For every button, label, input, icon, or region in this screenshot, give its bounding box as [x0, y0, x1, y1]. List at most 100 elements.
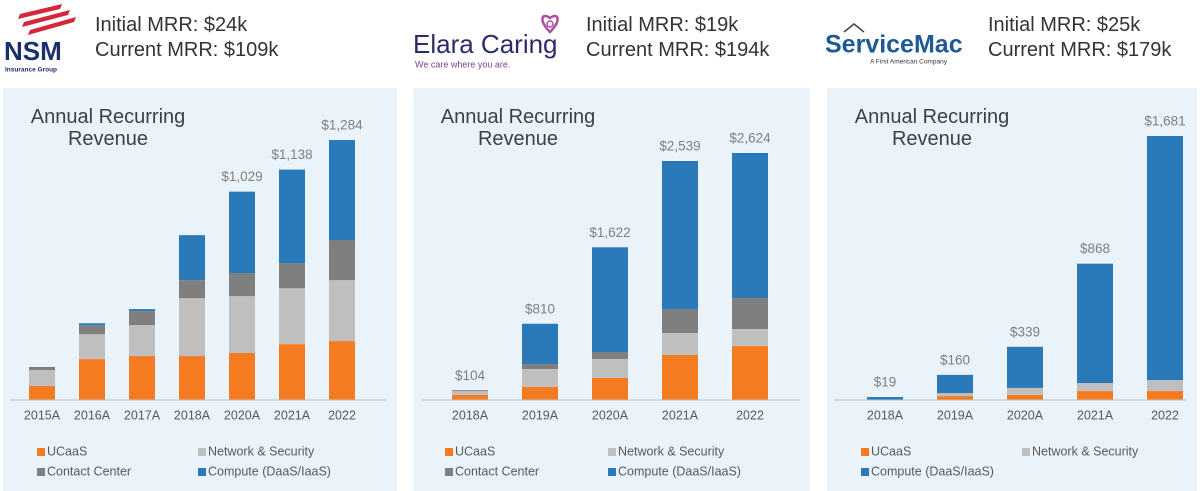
bar-segment	[279, 344, 305, 400]
bar-segment	[732, 153, 768, 299]
bar-segment	[179, 280, 205, 299]
current-mrr: Current MRR: $194k	[586, 39, 770, 61]
chart-panel: 2018A $104 2019A $810 2020A $1,622 2021A $2,539…	[413, 88, 810, 491]
mrr-text: Initial MRR: $19k Current MRR: $194k	[586, 13, 769, 63]
x-tick-label: 2018A	[867, 408, 904, 422]
legend-label: UCaaS	[455, 444, 495, 458]
bar-segment	[29, 366, 55, 371]
chart-title: Annual Recurring Revenue	[30, 106, 186, 150]
logo-tagline: Insurance Group	[5, 67, 57, 74]
bar-segment	[1147, 391, 1183, 400]
elara-logo: Elara Caring We care where you are.	[413, 14, 559, 69]
logo-tagline: A First American Company	[870, 59, 948, 66]
chart-panel: 2018A $19 2019A $160 2020A $339 2021A $868 2022 $…	[827, 88, 1197, 491]
bar-segment	[937, 393, 973, 397]
bar-segment	[1007, 387, 1043, 395]
bar-segment	[1077, 391, 1113, 400]
legend-label: Contact Center	[455, 464, 539, 478]
legend-swatch	[861, 468, 869, 476]
bar-segment	[452, 390, 488, 392]
total-label: $868	[1080, 241, 1110, 256]
x-tick-label: 2016A	[74, 408, 111, 422]
bar-segment	[29, 386, 55, 400]
x-tick-label: 2019A	[522, 408, 559, 422]
legend-swatch	[198, 468, 206, 476]
bar-segment	[129, 356, 155, 400]
total-label: $339	[1010, 324, 1040, 339]
bar-segment	[79, 334, 105, 360]
bar-segment	[1007, 346, 1043, 388]
bar-segment	[129, 311, 155, 326]
legend-swatch	[861, 448, 869, 456]
legend-label: Contact Center	[47, 464, 131, 478]
bar-segment	[1147, 136, 1183, 381]
bar-segment	[662, 161, 698, 309]
legend-label: Compute (DaaS/IaaS)	[618, 464, 741, 478]
x-tick-label: 2022	[1151, 408, 1179, 422]
bar-segment	[662, 332, 698, 356]
legend-label: UCaaS	[47, 444, 87, 458]
bar-segment	[279, 169, 305, 264]
bar-segment	[662, 308, 698, 333]
legend-swatch	[198, 448, 206, 456]
current-mrr: Current MRR: $179k	[988, 39, 1172, 61]
initial-mrr: Initial MRR: $19k	[586, 14, 739, 36]
x-tick-label: 2021A	[1077, 408, 1114, 422]
logo-text: Elara Caring	[413, 29, 558, 59]
bar-segment	[329, 140, 355, 241]
bar-segment	[179, 356, 205, 400]
bar-segment	[732, 298, 768, 330]
legend-swatch	[1022, 448, 1030, 456]
initial-mrr: Initial MRR: $24k	[95, 14, 248, 36]
chart: 2018A $104 2019A $810 2020A $1,622 2021A $2,539…	[421, 131, 800, 478]
legend-label: Compute (DaaS/IaaS)	[208, 464, 331, 478]
bar-segment	[79, 325, 105, 335]
legend-swatch	[608, 448, 616, 456]
chart-title: Annual Recurring Revenue	[440, 106, 596, 150]
bar-segment	[179, 235, 205, 281]
bar-segment	[1077, 263, 1113, 384]
x-tick-label: 2022	[736, 408, 764, 422]
x-tick-label: 2020A	[224, 408, 261, 422]
bar-segment	[732, 346, 768, 400]
bar-segment	[1007, 394, 1043, 400]
mrr-text: Initial MRR: $24k Current MRR: $109k	[95, 13, 278, 63]
bar-segment	[229, 296, 255, 354]
legend-swatch	[445, 468, 453, 476]
bar-segment	[329, 280, 355, 342]
logo-tagline: We care where you are.	[415, 59, 510, 69]
legend-label: Network & Security	[208, 444, 315, 458]
chart: 2015A 2016A 2017A 2018A 2020A $1,029 2021A $1,1…	[11, 118, 387, 478]
bar-segment	[592, 358, 628, 378]
bar-segment	[229, 353, 255, 400]
bar-segment	[592, 377, 628, 400]
bar-segment	[129, 325, 155, 357]
total-label: $104	[455, 368, 486, 383]
bar-segment	[522, 323, 558, 365]
bar-segment	[29, 370, 55, 387]
total-label: $1,029	[221, 169, 262, 184]
total-label: $810	[525, 301, 555, 316]
bar-segment	[79, 323, 105, 326]
x-tick-label: 2020A	[1007, 408, 1044, 422]
total-label: $2,539	[659, 139, 700, 154]
bar-segment	[732, 329, 768, 347]
legend-swatch	[37, 448, 45, 456]
bar-segment	[592, 247, 628, 352]
bar-segment	[129, 309, 155, 312]
bar-segment	[937, 396, 973, 400]
x-tick-label: 2018A	[452, 408, 489, 422]
chart: 2018A $19 2019A $160 2020A $339 2021A $868 2022 $…	[835, 114, 1187, 478]
initial-mrr: Initial MRR: $25k	[988, 14, 1141, 36]
x-tick-label: 2017A	[124, 408, 161, 422]
mrr-text: Initial MRR: $25k Current MRR: $179k	[988, 13, 1171, 63]
x-tick-label: 2021A	[662, 408, 699, 422]
total-label: $1,138	[271, 147, 312, 162]
legend-label: Network & Security	[1032, 444, 1139, 458]
chart-title: Annual Recurring Revenue	[854, 106, 1010, 150]
current-mrr: Current MRR: $109k	[95, 39, 279, 61]
total-label: $1,681	[1144, 114, 1185, 129]
bar-segment	[662, 355, 698, 400]
bar-segment	[329, 240, 355, 281]
total-label: $1,284	[321, 118, 363, 133]
